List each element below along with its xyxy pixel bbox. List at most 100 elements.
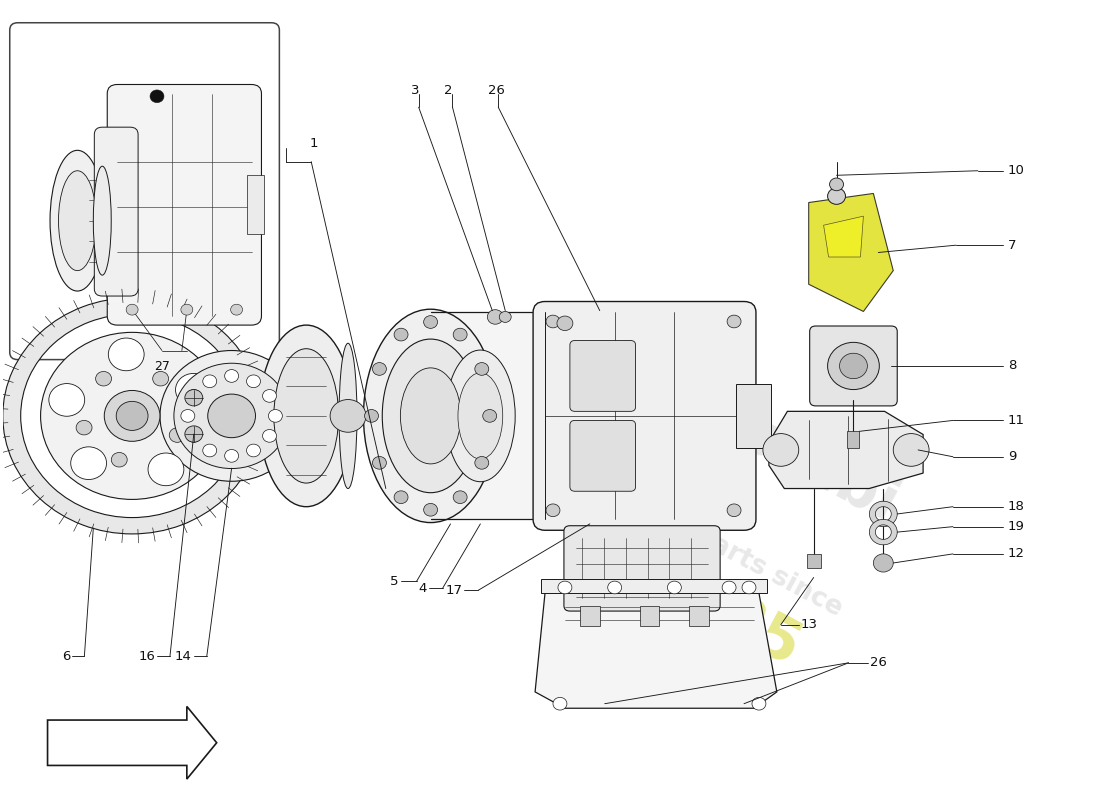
Text: 4: 4	[418, 582, 427, 595]
Circle shape	[607, 581, 621, 594]
Text: 85: 85	[707, 588, 811, 680]
Text: 18: 18	[1008, 500, 1024, 513]
Circle shape	[424, 316, 438, 328]
Circle shape	[668, 581, 681, 594]
Circle shape	[76, 420, 92, 435]
Circle shape	[373, 362, 386, 375]
Text: 5: 5	[390, 574, 399, 588]
Circle shape	[546, 504, 560, 517]
Text: 19: 19	[1008, 520, 1024, 533]
Circle shape	[752, 698, 766, 710]
Wedge shape	[3, 298, 262, 534]
Circle shape	[330, 399, 366, 432]
Circle shape	[202, 444, 217, 457]
Circle shape	[70, 447, 107, 479]
Circle shape	[546, 315, 560, 328]
Text: 27: 27	[154, 359, 169, 373]
Circle shape	[394, 491, 408, 503]
Circle shape	[727, 504, 741, 517]
Polygon shape	[769, 411, 923, 489]
Text: 16: 16	[139, 650, 155, 663]
Circle shape	[185, 390, 202, 406]
FancyBboxPatch shape	[534, 302, 756, 530]
Circle shape	[424, 503, 438, 516]
Circle shape	[187, 390, 200, 402]
Circle shape	[558, 581, 572, 594]
Circle shape	[126, 304, 139, 315]
Polygon shape	[824, 216, 864, 257]
Bar	[580, 606, 600, 626]
Bar	[806, 554, 821, 569]
Text: a passion for parts since: a passion for parts since	[512, 427, 847, 622]
Ellipse shape	[400, 368, 461, 464]
Circle shape	[373, 457, 386, 469]
Circle shape	[727, 315, 741, 328]
FancyBboxPatch shape	[570, 341, 636, 411]
Wedge shape	[869, 519, 898, 545]
Circle shape	[187, 430, 200, 442]
Bar	[246, 175, 264, 234]
Text: 1: 1	[309, 137, 318, 150]
Circle shape	[160, 350, 304, 482]
Polygon shape	[808, 194, 893, 311]
Bar	[847, 431, 859, 448]
Circle shape	[174, 363, 289, 469]
Circle shape	[394, 328, 408, 341]
Circle shape	[180, 410, 195, 422]
Circle shape	[827, 188, 846, 204]
Text: 13: 13	[801, 618, 817, 631]
Circle shape	[111, 453, 128, 467]
Circle shape	[41, 332, 223, 499]
Circle shape	[487, 310, 503, 324]
Polygon shape	[535, 593, 777, 708]
Circle shape	[483, 410, 497, 422]
Circle shape	[180, 304, 192, 315]
Circle shape	[453, 491, 468, 503]
Circle shape	[263, 430, 276, 442]
Circle shape	[231, 304, 243, 315]
Bar	[541, 579, 767, 593]
Circle shape	[185, 426, 202, 442]
Text: 11: 11	[1008, 414, 1025, 427]
Circle shape	[48, 383, 85, 416]
Circle shape	[893, 434, 930, 466]
Circle shape	[453, 328, 468, 341]
Text: 17: 17	[446, 584, 462, 597]
Ellipse shape	[274, 349, 339, 483]
Ellipse shape	[458, 373, 503, 459]
Text: 14: 14	[175, 650, 191, 663]
Circle shape	[208, 394, 255, 438]
Ellipse shape	[258, 325, 353, 506]
Circle shape	[150, 90, 164, 102]
FancyBboxPatch shape	[10, 22, 279, 359]
Text: 6: 6	[62, 650, 70, 663]
Ellipse shape	[339, 343, 358, 489]
FancyBboxPatch shape	[107, 85, 262, 325]
Circle shape	[202, 375, 217, 388]
Circle shape	[224, 370, 239, 382]
Text: 7: 7	[1008, 238, 1016, 252]
Ellipse shape	[383, 339, 478, 493]
Circle shape	[475, 457, 488, 469]
Circle shape	[722, 581, 736, 594]
Circle shape	[246, 444, 261, 457]
Circle shape	[176, 374, 211, 406]
Text: 9: 9	[1008, 450, 1016, 463]
Ellipse shape	[58, 170, 97, 270]
Circle shape	[117, 402, 148, 430]
Text: 3: 3	[411, 84, 420, 98]
Text: 26: 26	[487, 84, 505, 98]
FancyBboxPatch shape	[810, 326, 898, 406]
Circle shape	[499, 311, 512, 322]
Wedge shape	[869, 502, 898, 526]
Text: 10: 10	[1008, 164, 1024, 178]
Circle shape	[148, 453, 184, 486]
Circle shape	[742, 581, 756, 594]
Polygon shape	[47, 706, 217, 779]
Circle shape	[169, 428, 185, 442]
Circle shape	[96, 371, 111, 386]
Circle shape	[153, 371, 168, 386]
Circle shape	[364, 410, 378, 422]
Circle shape	[557, 316, 573, 330]
Circle shape	[475, 362, 488, 375]
